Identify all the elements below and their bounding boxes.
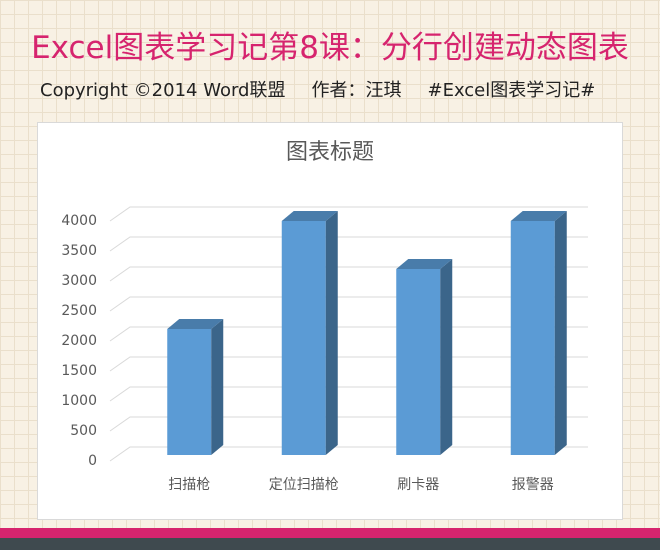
y-tick-label: 4000 <box>61 213 97 229</box>
y-tick-label: 2500 <box>61 303 97 319</box>
subtitle: Copyright ©2014 Word联盟 作者：汪琪 #Excel图表学习记# <box>40 76 621 102</box>
bar-side <box>325 211 338 455</box>
tag: #Excel图表学习记# <box>427 80 596 101</box>
copyright: Copyright ©2014 Word联盟 <box>40 80 286 101</box>
x-tick-label: 定位扫描枪 <box>269 476 339 493</box>
page-title: Excel图表学习记第8课：分行创建动态图表 <box>31 30 629 66</box>
stripe <box>0 528 660 538</box>
bar-top <box>396 259 453 269</box>
y-tick-label: 1000 <box>61 393 97 409</box>
bar-side <box>211 319 224 455</box>
y-tick-label: 1500 <box>61 363 97 379</box>
stripe <box>0 538 660 550</box>
bar <box>167 329 212 455</box>
bar-side <box>440 259 453 455</box>
x-tick-label: 扫描枪 <box>168 476 210 493</box>
bar <box>396 269 441 455</box>
y-tick-label: 500 <box>70 423 97 439</box>
bar-top <box>510 211 567 221</box>
y-tick-label: 3000 <box>61 273 97 289</box>
bar <box>510 221 555 455</box>
grid-line <box>109 206 588 222</box>
x-tick-label: 报警器 <box>512 477 554 493</box>
chart-title: 图表标题 <box>286 140 374 165</box>
bar-top <box>167 319 224 329</box>
y-tick-label: 2000 <box>61 333 97 349</box>
y-tick-label: 3500 <box>61 243 97 259</box>
bar <box>281 221 326 455</box>
y-tick-label: 0 <box>88 453 97 469</box>
bar-top <box>281 211 338 221</box>
grid-line <box>109 236 588 252</box>
author: 作者：汪琪 <box>311 80 402 101</box>
x-tick-label: 刷卡器 <box>397 477 439 493</box>
bar-side <box>554 211 567 455</box>
